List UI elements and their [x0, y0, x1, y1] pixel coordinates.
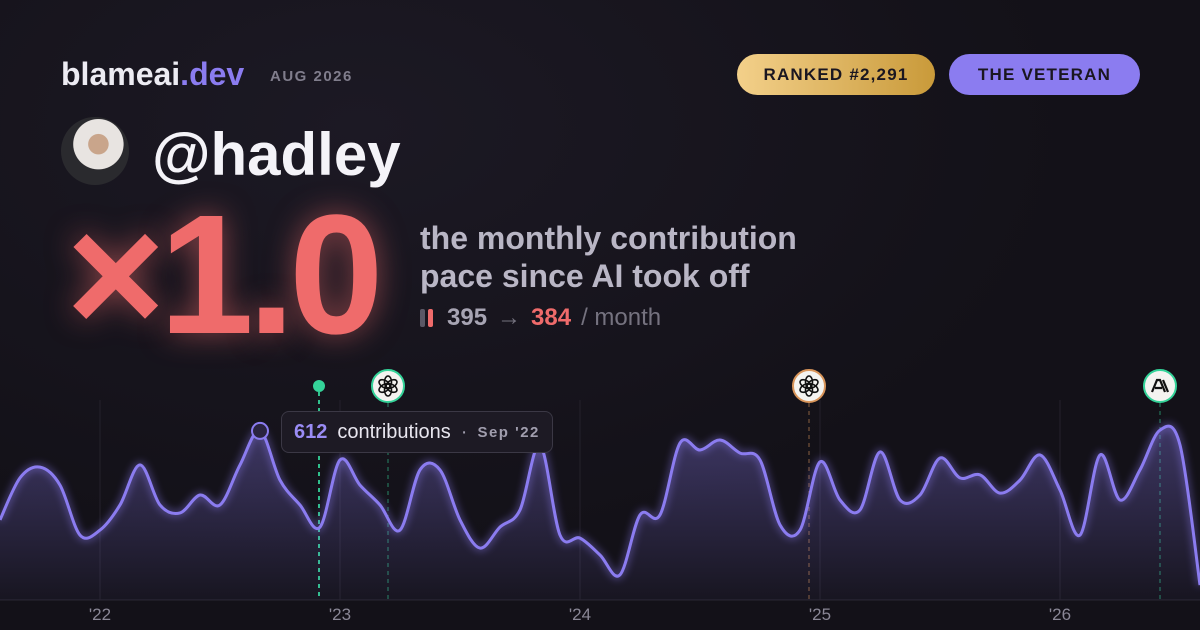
hero-line: the monthly contribution: [420, 220, 797, 256]
x-tick-label: '24: [569, 605, 591, 624]
tooltip-value: 612: [294, 420, 328, 443]
pace-after: 384: [531, 304, 572, 331]
event-dot: [313, 380, 325, 392]
x-tick-label: '22: [89, 605, 111, 624]
logo-shape: [1150, 378, 1170, 393]
event-logo: [378, 375, 398, 397]
hero-line: pace since AI took off: [420, 258, 750, 294]
event-icon: [371, 369, 405, 403]
brand-tld: .dev: [180, 56, 245, 92]
brand-name: blameai: [61, 56, 181, 92]
pace-arrow: →: [497, 304, 522, 331]
pace: 395 → 384 / month: [420, 304, 661, 332]
x-tick-label: '26: [1049, 605, 1071, 624]
event-logo: [1150, 378, 1170, 393]
pace-unit: / month: [581, 304, 662, 331]
area: [0, 426, 1200, 600]
highlight-point: [251, 421, 269, 440]
x-tick-label: '25: [809, 605, 831, 624]
pace-before: 395: [447, 304, 488, 331]
x-tick-label: '23: [329, 605, 351, 624]
line: [0, 424, 1200, 586]
tooltip: 612 contributions · Sep '22: [281, 411, 553, 453]
event-icon: [1143, 369, 1177, 403]
avatar: [61, 117, 129, 185]
brand: blameai.dev: [61, 56, 244, 93]
logo-shape: [799, 378, 812, 390]
event-logo: [799, 375, 819, 397]
logo-shape: [378, 378, 391, 390]
rank-badge: RANKED #2,291: [737, 54, 935, 95]
tooltip-date: Sep '22: [477, 423, 540, 441]
multiplier: ×1.0: [66, 180, 384, 370]
tooltip-sep: ·: [460, 420, 468, 443]
pace-icon: [420, 309, 433, 327]
handle: @hadley: [152, 121, 401, 188]
tooltip-label: contributions: [337, 420, 451, 443]
title-badge: THE VETERAN: [949, 54, 1140, 95]
date: AUG 2026: [270, 68, 353, 85]
event-icon: [792, 369, 826, 403]
